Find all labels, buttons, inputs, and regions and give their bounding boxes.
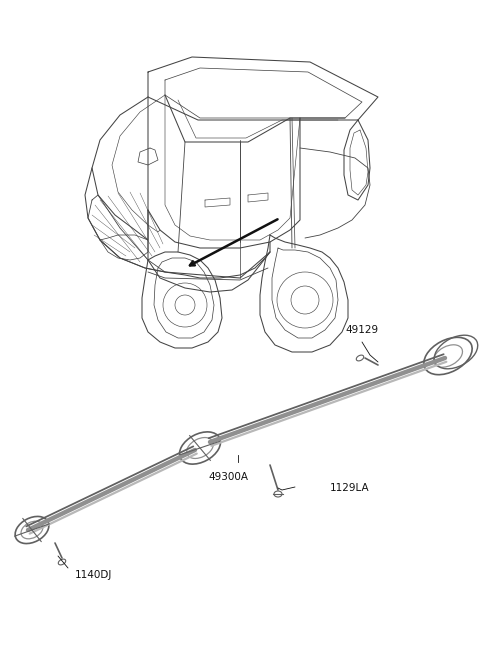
Text: 1140DJ: 1140DJ: [75, 570, 112, 580]
Text: 49129: 49129: [346, 325, 379, 335]
Text: 49300A: 49300A: [208, 472, 248, 482]
Text: 1129LA: 1129LA: [330, 483, 370, 493]
